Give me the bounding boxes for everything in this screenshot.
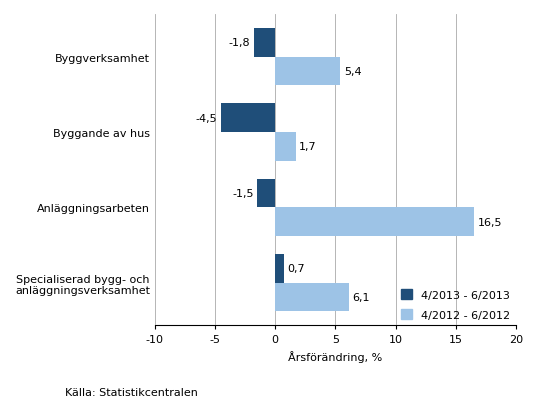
Legend: 4/2013 - 6/2013, 4/2012 - 6/2012: 4/2013 - 6/2013, 4/2012 - 6/2012 [401, 290, 511, 320]
Bar [275, 208, 474, 236]
Text: -1,5: -1,5 [232, 188, 253, 198]
Bar [275, 58, 340, 86]
Bar [221, 104, 275, 133]
X-axis label: Årsförändring, %: Årsförändring, % [288, 350, 383, 362]
Text: -4,5: -4,5 [196, 113, 217, 124]
Bar [275, 254, 284, 283]
Text: 6,1: 6,1 [352, 292, 370, 302]
Bar [275, 133, 296, 161]
Bar [257, 179, 275, 208]
Text: 16,5: 16,5 [477, 217, 502, 227]
Text: 1,7: 1,7 [299, 142, 317, 152]
Text: 5,4: 5,4 [344, 67, 362, 77]
Text: -1,8: -1,8 [228, 38, 250, 49]
Bar [275, 283, 349, 312]
Text: 0,7: 0,7 [287, 264, 305, 273]
Text: Källa: Statistikcentralen: Källa: Statistikcentralen [65, 387, 197, 397]
Bar [253, 29, 275, 58]
